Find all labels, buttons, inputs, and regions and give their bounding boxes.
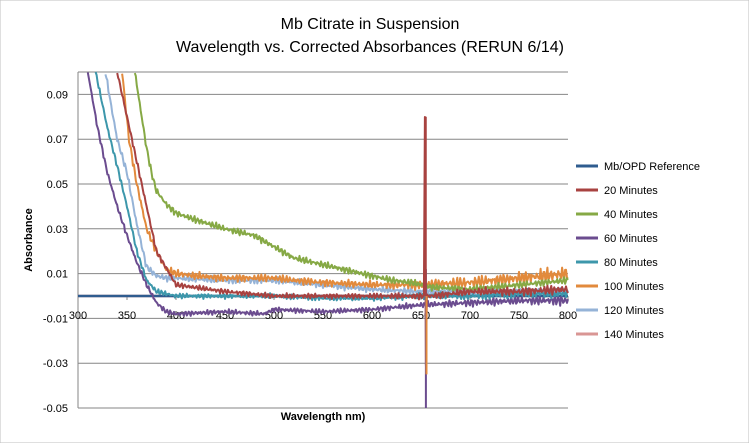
y-tick-label: 0.03 [47,224,68,236]
x-tick-label: 300 [69,310,87,322]
x-tick-label: 500 [265,310,283,322]
legend-entry: 20 Minutes [604,185,658,197]
legend-entry: 140 Minutes [604,329,664,341]
y-tick-label: 0.09 [47,89,68,101]
x-tick-label: 750 [510,310,528,322]
chart-title: Mb Citrate in Suspension [281,16,460,33]
series-line [133,72,569,294]
legend-entry: 100 Minutes [604,281,664,293]
y-tick-label: 0.05 [47,179,68,191]
series-line [121,73,569,291]
y-axis-ticks: -0.05 -0.03 -0.01 0.01 0.03 0.05 0.07 0.09 [43,89,68,415]
y-tick-label: 0.01 [47,269,68,281]
legend-entry: 60 Minutes [604,233,658,245]
legend-entry: Mb/OPD Reference [604,161,700,173]
legend-entry: 120 Minutes [604,305,664,317]
y-axis-label: Absorbance [23,208,35,272]
legend: Mb/OPD Reference 20 Minutes 40 Minutes 60 M… [576,161,700,341]
series-line [116,72,569,367]
legend-entry: 80 Minutes [604,257,658,269]
x-tick-label: 800 [559,310,577,322]
chart-subtitle: Wavelength vs. Corrected Absorbances (RE… [176,39,564,56]
x-tick-label: 700 [461,310,479,322]
series-lines [78,71,569,408]
y-tick-label: -0.03 [43,358,68,370]
legend-entry: 40 Minutes [604,209,658,221]
x-axis-label: Wavelength nm) [281,411,366,423]
series-line [86,72,569,317]
y-tick-label: 0.07 [47,134,68,146]
x-tick-label: 350 [118,310,136,322]
y-tick-label: -0.05 [43,403,68,415]
y-tick-label: -0.01 [43,313,68,325]
x-tick-label: 600 [363,310,381,322]
